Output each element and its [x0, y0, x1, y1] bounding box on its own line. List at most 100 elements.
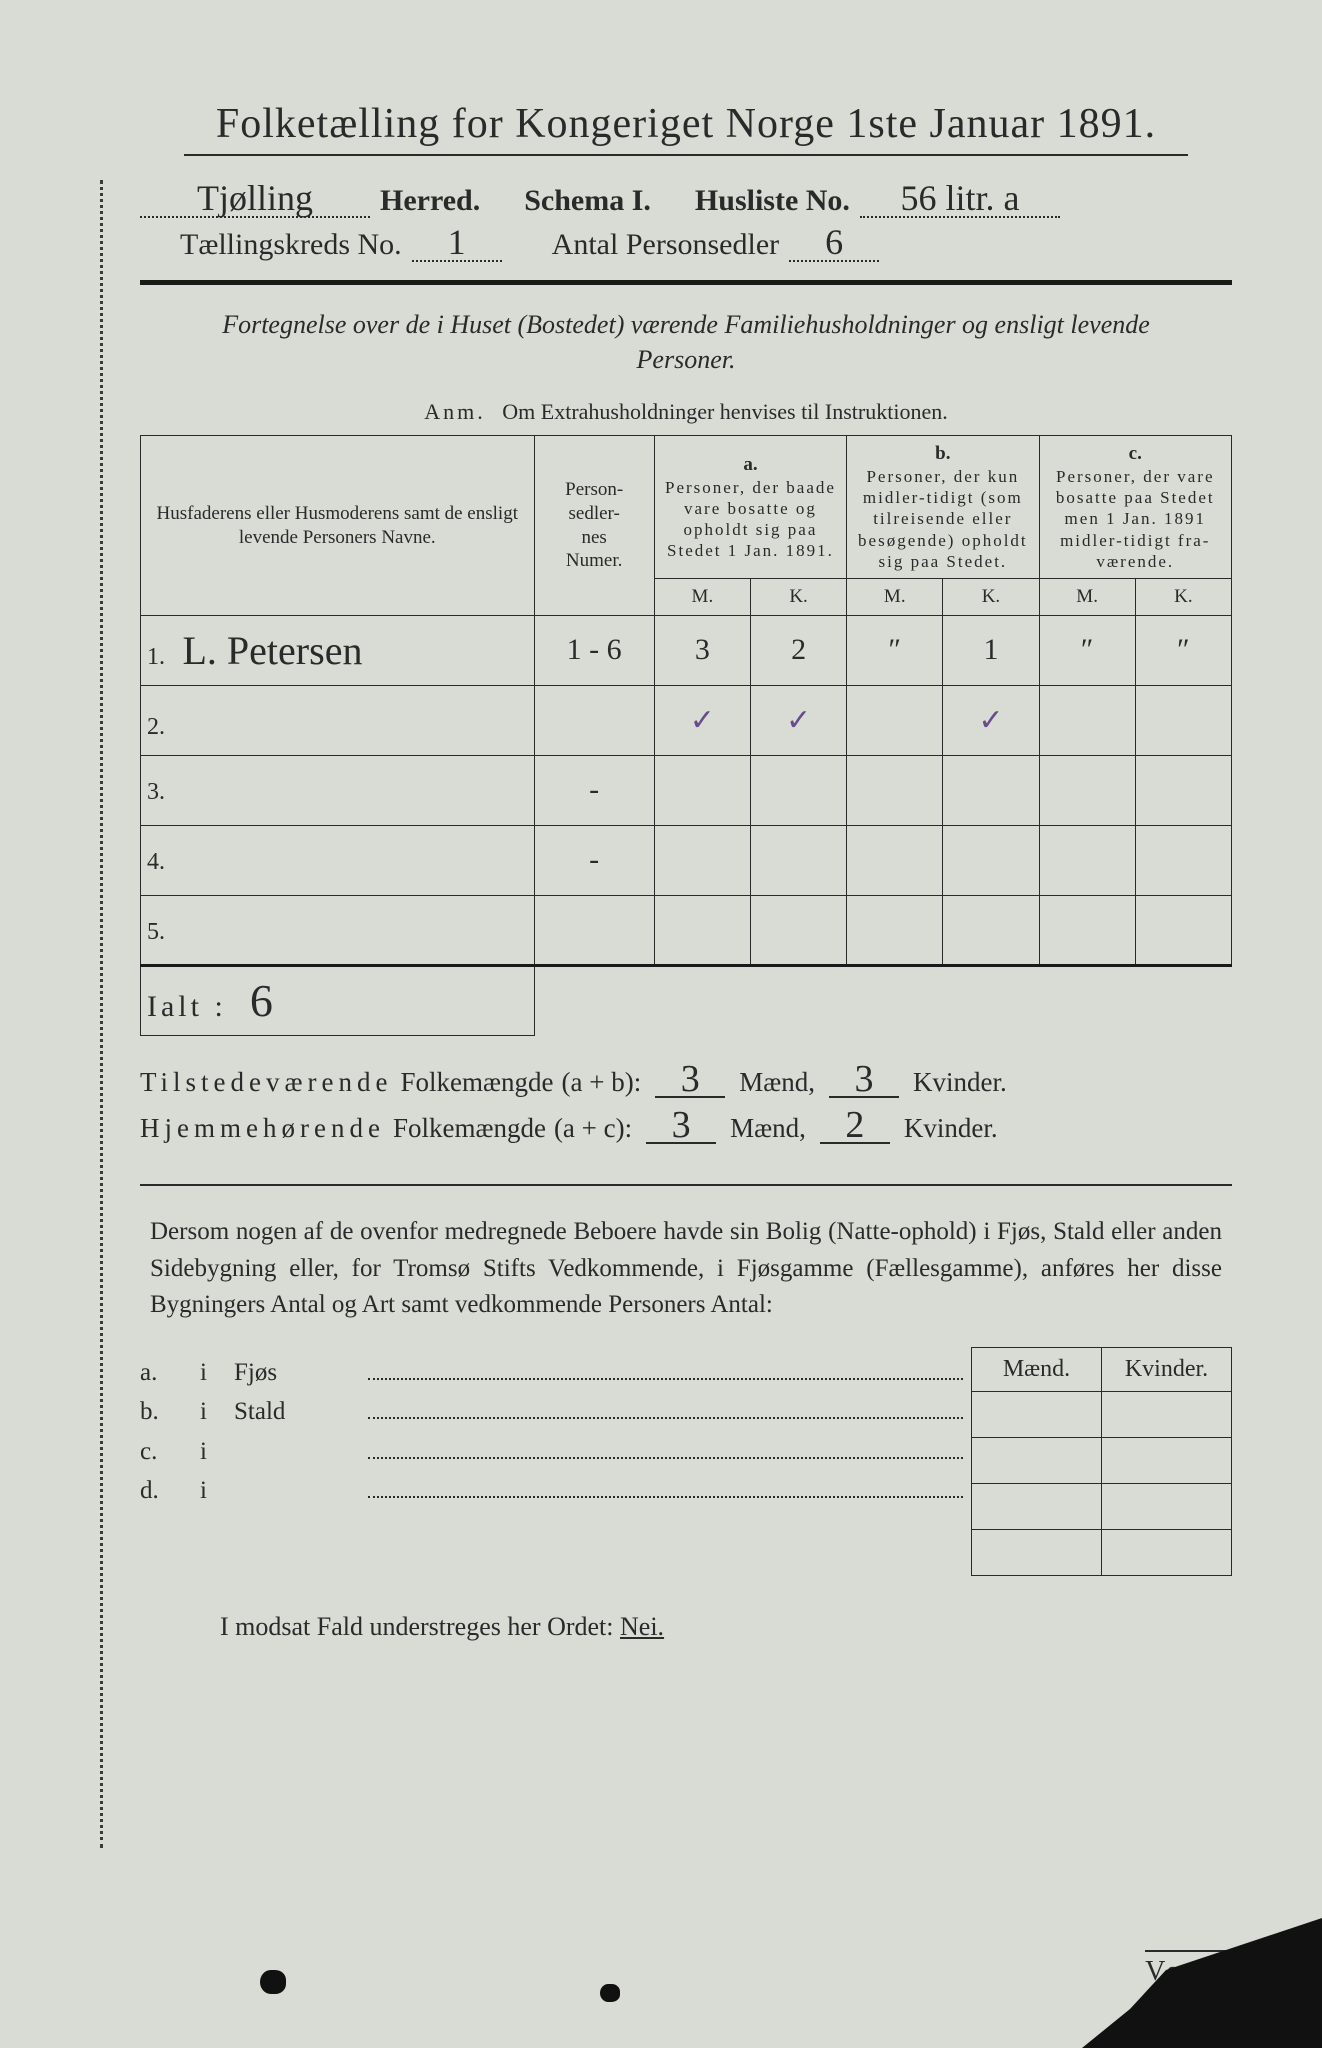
cell-name: 4.: [141, 825, 535, 895]
th-c: c. Personer, der vare bosatte paa Stedet…: [1039, 436, 1231, 579]
ialt-label: Ialt : 6: [141, 965, 535, 1035]
bldg-i: i: [200, 1438, 220, 1466]
antal-label: Antal Personsedler: [552, 228, 779, 262]
cell-cM: [1039, 755, 1135, 825]
th-b-k: K.: [943, 579, 1039, 616]
cell-num: [534, 685, 654, 755]
cell-num: [534, 895, 654, 965]
dotted-line: [368, 1397, 963, 1420]
mk-m-head: Mænd.: [972, 1348, 1102, 1392]
table-row: 4. -: [141, 825, 1232, 895]
cell-num: 1 - 6: [534, 615, 654, 685]
present-m: 3: [655, 1062, 725, 1098]
left-margin-dots: [100, 180, 103, 1848]
th-name-text: Husfaderens eller Husmoderens samt de en…: [157, 503, 518, 548]
bldg-lab: d.: [140, 1477, 186, 1505]
cell-aK: [750, 755, 846, 825]
totals-belong: Hjemmehørende Folkemængde (a + c): 3 Mæn…: [140, 1108, 1232, 1144]
bldg-name: Stald: [234, 1398, 354, 1426]
mid-rule: [140, 1184, 1232, 1186]
nei-word: Nei.: [620, 1612, 664, 1641]
th-numer: Person- sedler- nes Numer.: [534, 436, 654, 616]
totals-present: Tilstedeværende Folkemængde (a + b): 3 M…: [140, 1062, 1232, 1098]
belong-m: 3: [646, 1108, 716, 1144]
anm-line: Anm. Om Extrahusholdninger henvises til …: [140, 399, 1232, 425]
cell-cK: [1135, 685, 1231, 755]
th-c-k: K.: [1135, 579, 1231, 616]
th-a-label: a.: [661, 453, 840, 477]
bldg-lab: a.: [140, 1359, 186, 1387]
building-row: d. i: [140, 1476, 963, 1506]
row-num: 4.: [147, 849, 175, 876]
census-table: Husfaderens eller Husmoderens samt de en…: [140, 435, 1232, 1036]
table-row: 1. L. Petersen 1 - 6 3 2 ″ 1 ″ ″: [141, 615, 1232, 685]
ialt-value: 6: [250, 975, 277, 1026]
census-tbody: 1. L. Petersen 1 - 6 3 2 ″ 1 ″ ″ 2. ✓ ✓ …: [141, 615, 1232, 1035]
cell-aK: ✓: [750, 685, 846, 755]
folk-label-2: Folkemængde: [393, 1113, 546, 1144]
bldg-i: i: [200, 1359, 220, 1387]
th-b-m: M.: [847, 579, 943, 616]
cell-aM: ✓: [654, 685, 750, 755]
cell-aK: [750, 895, 846, 965]
bldg-lab: b.: [140, 1398, 186, 1426]
husliste-label: Husliste No.: [695, 184, 850, 218]
header-line-3: Tællingskreds No. 1 Antal Personsedler 6: [180, 224, 1232, 262]
totals-block: Tilstedeværende Folkemængde (a + b): 3 M…: [140, 1062, 1232, 1144]
cell-bM: [847, 755, 943, 825]
ink-blot: [600, 1984, 620, 2002]
mk-cell: [1102, 1530, 1232, 1576]
page-title: Folketælling for Kongeriget Norge 1ste J…: [140, 100, 1232, 148]
cell-aK: 2: [750, 615, 846, 685]
building-row: b. i Stald: [140, 1397, 963, 1427]
cell-cK: [1135, 825, 1231, 895]
th-a-k: K.: [750, 579, 846, 616]
ab-label: (a + b):: [562, 1067, 642, 1098]
cell-name: 1. L. Petersen: [141, 615, 535, 685]
row-num: 5.: [147, 919, 175, 946]
cell-cM: [1039, 895, 1135, 965]
cell-bM: ″: [847, 615, 943, 685]
building-row: a. i Fjøs: [140, 1357, 963, 1387]
cell-bK: [943, 755, 1039, 825]
present-k: 3: [829, 1062, 899, 1098]
th-b-text: Personer, der kun midler-tidigt (som til…: [853, 466, 1032, 572]
mk-cell: [972, 1392, 1102, 1438]
mk-cell: [1102, 1438, 1232, 1484]
cell-name: 5.: [141, 895, 535, 965]
header-line-2: Tjølling Herred. Schema I. Husliste No. …: [140, 180, 1232, 218]
maend-label: Mænd,: [739, 1067, 815, 1098]
cell-bK: [943, 825, 1039, 895]
herred-label: Herred.: [380, 184, 480, 218]
th-b: b. Personer, der kun midler-tidigt (som …: [847, 436, 1039, 579]
row-name: L. Petersen: [183, 628, 363, 673]
bldg-i: i: [200, 1398, 220, 1426]
cell-cK: ″: [1135, 615, 1231, 685]
schema-label: Schema I.: [524, 184, 651, 218]
kvinder-label-2: Kvinder.: [904, 1113, 998, 1144]
ialt-label-text: Ialt :: [147, 990, 227, 1023]
bldg-lab: c.: [140, 1438, 186, 1466]
building-paragraph: Dersom nogen af de ovenfor medregnede Be…: [150, 1214, 1222, 1323]
cell-bM: [847, 895, 943, 965]
cell-cM: ″: [1039, 615, 1135, 685]
cell-bM: [847, 685, 943, 755]
ialt-spacer: [534, 965, 1231, 1035]
mk-cell: [972, 1438, 1102, 1484]
cell-bM: [847, 825, 943, 895]
cell-cM: [1039, 825, 1135, 895]
kreds-value: 1: [412, 224, 502, 262]
belong-k: 2: [820, 1108, 890, 1144]
belong-label: Hjemmehørende: [140, 1113, 385, 1144]
nei-line: I modsat Fald understreges her Ordet: Ne…: [220, 1612, 1232, 1642]
dotted-line: [368, 1476, 963, 1499]
cell-cK: [1135, 895, 1231, 965]
cell-aM: [654, 895, 750, 965]
th-a-m: M.: [654, 579, 750, 616]
mk-cell: [1102, 1392, 1232, 1438]
th-c-text: Personer, der vare bosatte paa Stedet me…: [1046, 466, 1225, 572]
mk-table: Mænd. Kvinder.: [971, 1347, 1232, 1576]
cell-aK: [750, 825, 846, 895]
cell-aM: [654, 825, 750, 895]
nei-pre: I modsat Fald understreges her Ordet:: [220, 1612, 620, 1641]
